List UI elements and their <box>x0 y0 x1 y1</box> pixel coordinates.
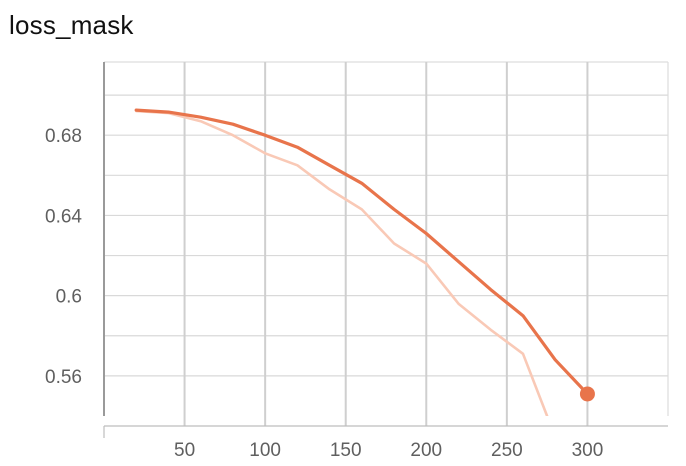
series <box>134 108 595 416</box>
y-tick-label: 0.64 <box>45 206 82 227</box>
axes <box>103 62 668 438</box>
series-line-smoothed <box>134 108 590 396</box>
x-tick-label: 150 <box>330 440 362 461</box>
series-line-raw <box>134 109 549 416</box>
x-tick-label: 250 <box>491 440 523 461</box>
tick-labels: 0.56 0.6 0.64 0.68 50 100 150 200 250 300 <box>45 126 603 461</box>
highlight-point <box>579 386 595 402</box>
chart-title: loss_mask <box>9 10 134 40</box>
grid <box>104 61 669 426</box>
y-tick-label: 0.6 <box>56 287 82 308</box>
x-tick-label: 200 <box>410 440 442 461</box>
x-tick-label: 50 <box>174 440 195 461</box>
y-tick-label: 0.56 <box>45 367 82 388</box>
x-tick-label: 100 <box>249 440 281 461</box>
x-tick-label: 300 <box>572 440 604 461</box>
y-tick-label: 0.68 <box>45 126 82 147</box>
